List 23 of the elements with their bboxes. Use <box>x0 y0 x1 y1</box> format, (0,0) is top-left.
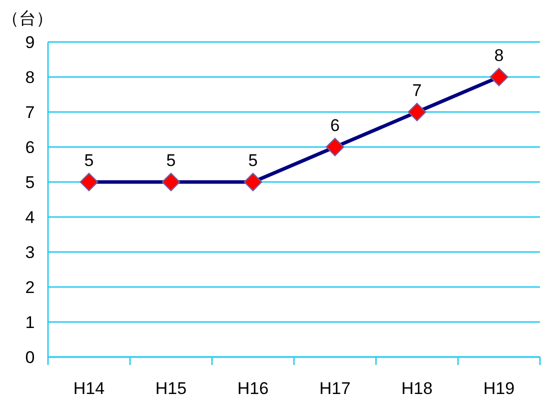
y-tick-label: 1 <box>25 312 35 332</box>
x-tick-label: H14 <box>73 379 105 398</box>
x-tick-label: H16 <box>237 379 269 398</box>
y-axis-title: （台） <box>2 9 53 28</box>
data-label: 8 <box>494 46 504 65</box>
x-tick-label: H18 <box>401 379 433 398</box>
y-tick-label: 2 <box>25 278 35 297</box>
y-tick-label: 6 <box>25 138 35 157</box>
y-tick-label: 9 <box>25 32 35 52</box>
data-label: 5 <box>84 151 94 170</box>
y-tick-label: 0 <box>25 348 35 367</box>
x-tick-label: H15 <box>155 379 187 398</box>
x-tick-label: H17 <box>319 379 351 398</box>
y-tick-label: 4 <box>25 208 35 227</box>
y-tick-label: 3 <box>25 242 35 262</box>
data-label: 7 <box>412 81 422 100</box>
y-tick-label: 8 <box>25 68 35 87</box>
y-tick-label: 7 <box>25 102 35 122</box>
data-label: 6 <box>330 116 340 135</box>
data-label: 5 <box>166 151 176 170</box>
x-tick-label: H19 <box>483 379 515 398</box>
data-label: 5 <box>248 151 258 170</box>
y-tick-label: 5 <box>25 172 35 192</box>
